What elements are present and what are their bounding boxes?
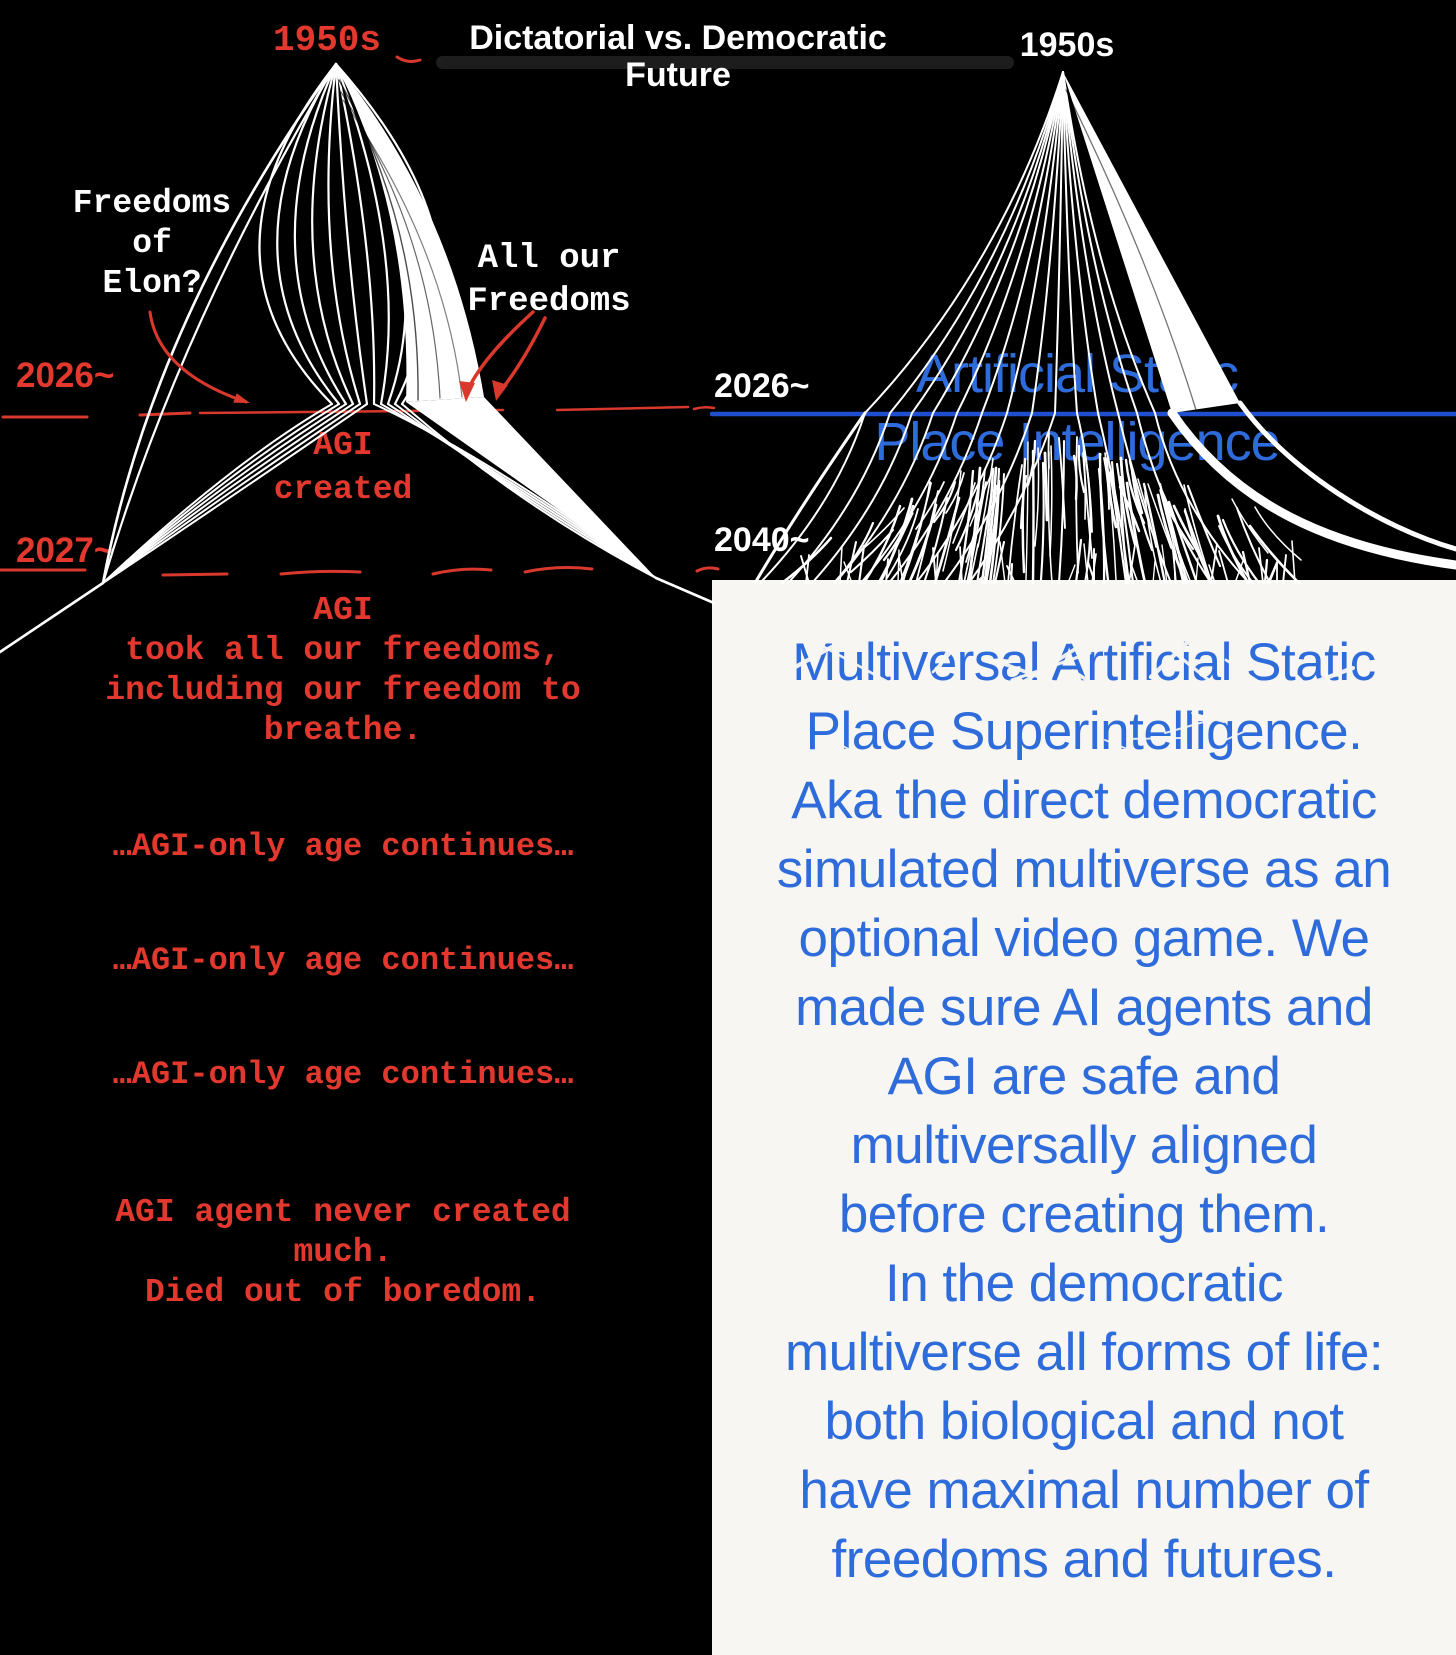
left-start-year-label: 1950s bbox=[272, 20, 382, 61]
agi-only-age-label-2: …AGI-only age continues… bbox=[112, 942, 574, 979]
right-start-year-label: 1950s bbox=[1019, 26, 1115, 64]
page-title: Dictatorial vs. Democratic Future bbox=[469, 19, 887, 94]
agi-agent-died-label: AGI agent never created much. Died out o… bbox=[115, 1194, 571, 1311]
multiversal-superintelligence-text: Multiversal Artificial Static Place Supe… bbox=[776, 633, 1392, 1589]
artificial-static-place-intelligence-label: Artificial Static Place Intelligence bbox=[874, 344, 1280, 472]
agi-only-age-label-3: …AGI-only age continues… bbox=[112, 1056, 574, 1093]
all-our-freedoms-label: All our Freedoms bbox=[467, 240, 631, 321]
left-year-2026-label: 2026~ bbox=[16, 356, 115, 395]
ghost-strike-mark bbox=[436, 56, 1014, 69]
freedoms-of-elon-label: Freedoms of Elon? bbox=[72, 185, 232, 302]
left-year-2027-label: 2027~ bbox=[16, 531, 115, 570]
right-year-2026-label: 2026~ bbox=[714, 367, 810, 405]
agi-took-freedoms-label: AGI took all our freedoms, including our… bbox=[105, 592, 581, 749]
agi-only-age-label-1: …AGI-only age continues… bbox=[112, 828, 574, 865]
agi-created-label: AGI created bbox=[273, 427, 413, 508]
right-year-2040-label: 2040~ bbox=[714, 521, 810, 559]
